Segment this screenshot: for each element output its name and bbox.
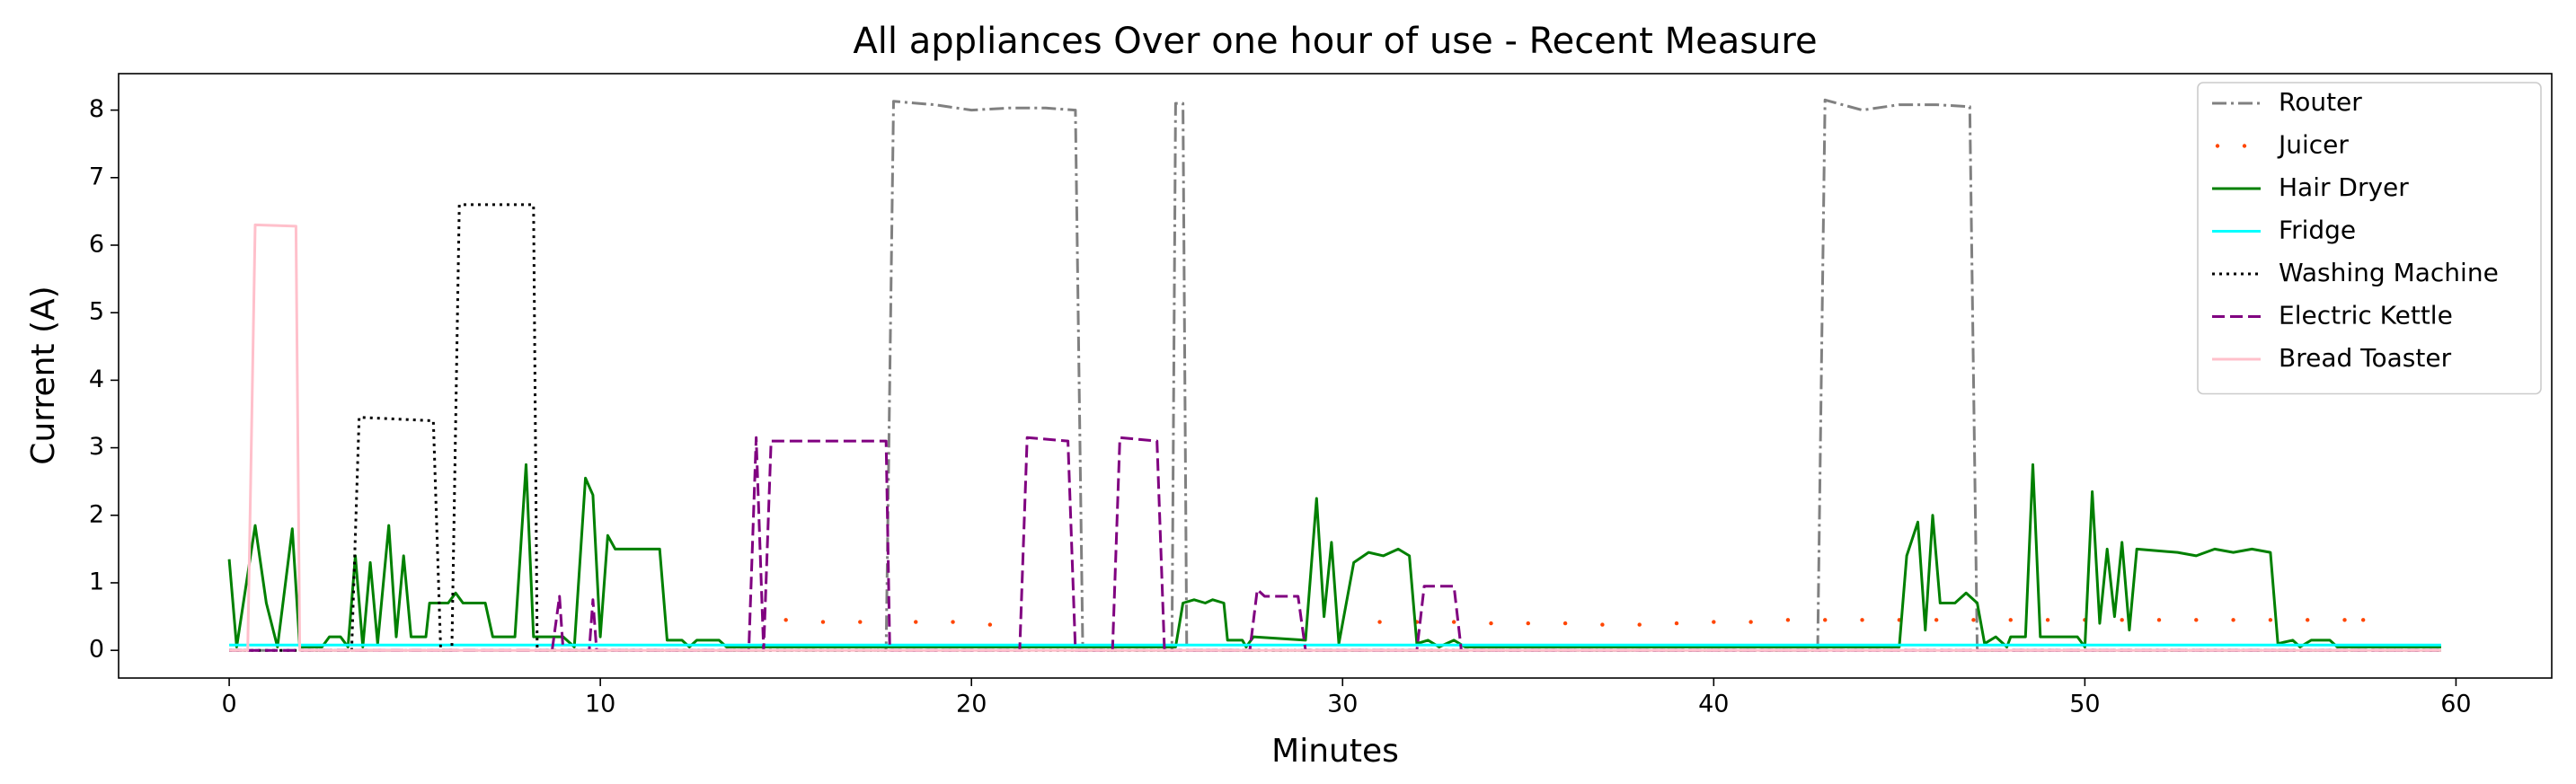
y-tick-label: 3 (89, 433, 104, 461)
y-axis-label: Current (A) (25, 286, 62, 464)
data-point (987, 622, 993, 627)
data-point (1377, 620, 1382, 624)
data-point (1562, 621, 1568, 626)
data-point (1748, 620, 1753, 624)
data-point (1451, 620, 1456, 624)
chart-title: All appliances Over one hour of use - Re… (853, 21, 1817, 62)
x-tick-label: 50 (2069, 691, 2100, 718)
y-tick-label: 7 (89, 163, 104, 190)
data-point (1785, 618, 1791, 622)
legend-marker (2215, 144, 2220, 148)
y-tick-label: 6 (89, 230, 104, 258)
legend-marker (2242, 144, 2247, 148)
y-tick-label: 0 (89, 636, 104, 664)
legend-label: Bread Toaster (2279, 343, 2452, 373)
legend-box (2197, 82, 2542, 395)
data-point (914, 620, 918, 624)
y-tick-label: 8 (89, 95, 104, 123)
data-point (2156, 618, 2162, 622)
x-tick-label: 60 (2440, 691, 2471, 718)
legend-label: Washing Machine (2279, 258, 2499, 287)
data-point (1823, 618, 1828, 622)
y-tick-label: 5 (89, 298, 104, 326)
x-axis-label: Minutes (1271, 733, 1399, 770)
data-point (2120, 618, 2124, 622)
data-point (951, 620, 955, 624)
x-tick-label: 10 (585, 691, 615, 718)
x-tick-label: 0 (221, 691, 236, 718)
series-line (229, 436, 2441, 652)
legend-label: Juicer (2277, 130, 2349, 160)
legend-label: Fridge (2279, 216, 2356, 245)
y-tick-label: 1 (89, 568, 104, 595)
data-point (2194, 618, 2199, 622)
series-line (229, 98, 2441, 652)
legend-label: Router (2279, 87, 2362, 117)
data-point (2045, 618, 2050, 622)
y-tick-label: 4 (89, 366, 104, 393)
data-point (1971, 618, 1976, 622)
series-line (227, 462, 2441, 648)
series-line (229, 223, 2441, 652)
data-point (820, 620, 826, 624)
legend-label: Hair Dryer (2279, 172, 2409, 202)
data-point (1712, 620, 1716, 624)
series-line (229, 203, 2441, 652)
data-point (2306, 618, 2310, 622)
x-tick-label: 40 (1698, 691, 1729, 718)
data-point (1526, 621, 1530, 626)
data-point (2008, 618, 2013, 622)
plot-frame (118, 73, 2553, 679)
y-tick-label: 2 (89, 500, 104, 528)
x-tick-label: 20 (956, 691, 987, 718)
data-point (1600, 622, 1605, 627)
data-point (2268, 618, 2273, 622)
data-point (2342, 618, 2347, 622)
data-point (1489, 621, 1493, 626)
data-point (1860, 618, 1864, 622)
data-point (858, 620, 863, 624)
data-point (1637, 622, 1642, 627)
data-point (1934, 618, 1939, 622)
x-tick-label: 30 (1327, 691, 1358, 718)
data-point (783, 618, 788, 622)
data-point (2360, 618, 2366, 622)
data-point (1674, 621, 1679, 626)
data-point (2231, 618, 2235, 622)
legend-label: Electric Kettle (2279, 301, 2453, 330)
